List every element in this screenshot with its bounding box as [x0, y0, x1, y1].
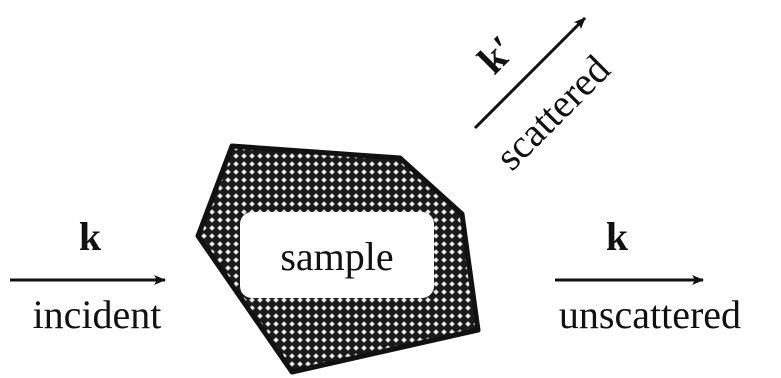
incident-label: incident [33, 292, 162, 337]
scattering-diagram: k incident sample k′ scattered k unscatt… [0, 0, 781, 378]
page: k incident sample k′ scattered k unscatt… [0, 0, 781, 378]
incident-symbol: k [79, 214, 102, 259]
unscattered-label: unscattered [559, 292, 741, 337]
unscattered-symbol: k [606, 214, 629, 259]
sample-label: sample [280, 234, 393, 279]
scattered-symbol: k′ [469, 27, 525, 83]
